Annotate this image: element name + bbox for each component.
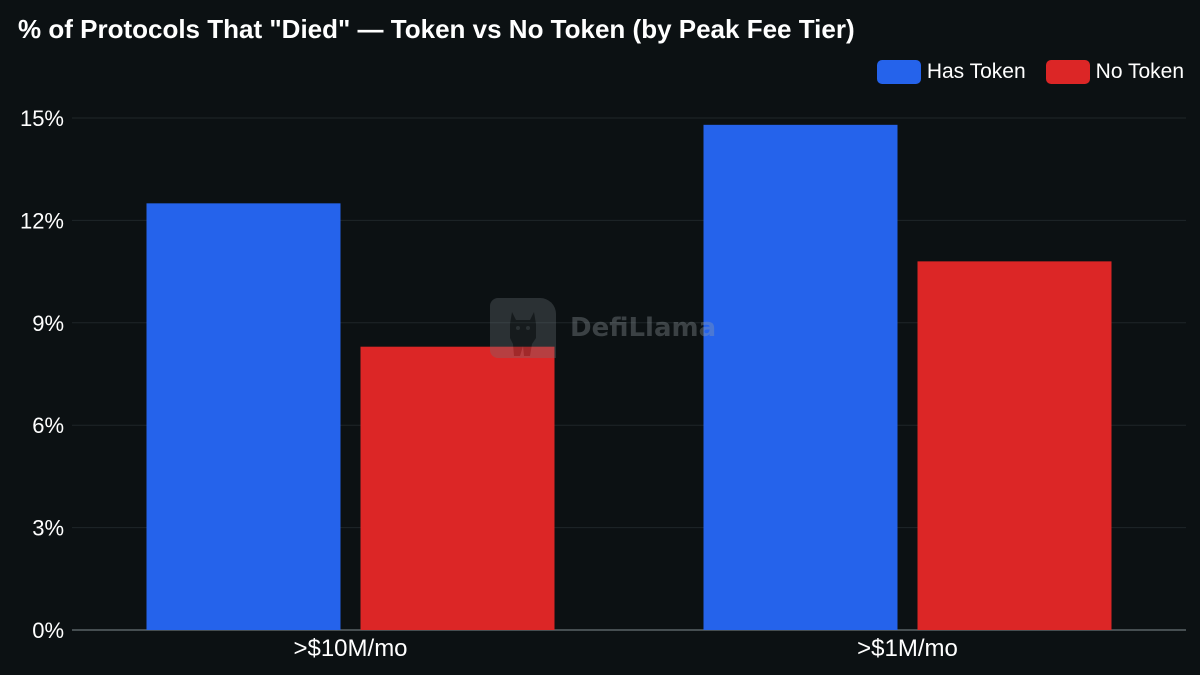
legend-item-has-token[interactable]: Has Token [876, 60, 1026, 84]
bar-has-token [146, 203, 341, 631]
y-tick-label: 12% [20, 208, 64, 233]
bar-has-token [703, 124, 898, 631]
legend-swatch-no-token [1045, 60, 1090, 84]
y-tick-label: 6% [32, 413, 64, 438]
chart-title: % of Protocols That "Died" — Token vs No… [18, 14, 855, 44]
y-tick-label: 3% [32, 516, 64, 541]
y-tick-label: 9% [32, 311, 64, 336]
legend-label-no-token: No Token [1095, 60, 1184, 83]
legend-label-has-token: Has Token [926, 60, 1026, 83]
legend: Has Token No Token [876, 60, 1184, 84]
x-category-label: >$10M/mo [293, 635, 407, 662]
x-category-label: >$1M/mo [857, 635, 958, 662]
legend-item-no-token[interactable]: No Token [1045, 60, 1184, 84]
bar-no-token [360, 346, 555, 630]
legend-swatch-has-token [876, 60, 921, 84]
y-tick-label: 0% [32, 618, 64, 643]
bar-no-token [917, 261, 1112, 630]
y-tick-label: 15% [20, 106, 64, 131]
